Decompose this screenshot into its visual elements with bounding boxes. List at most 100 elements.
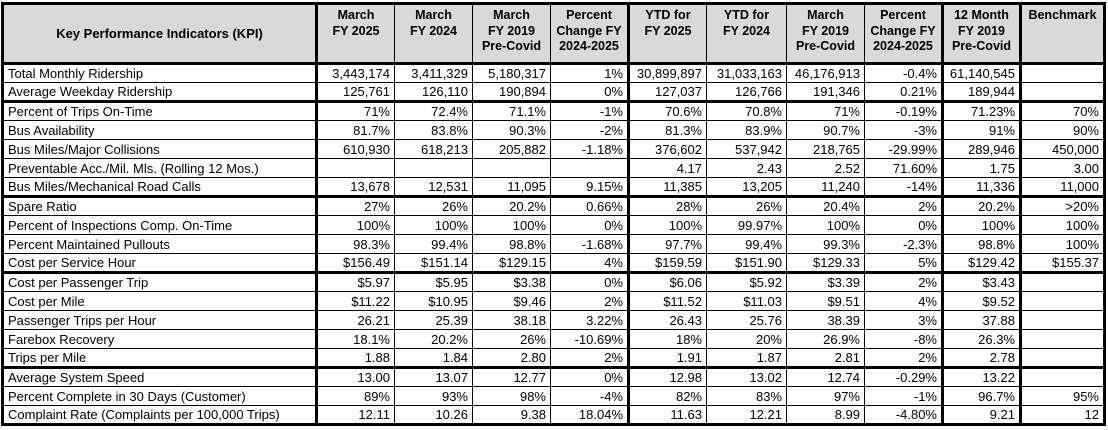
kpi-cell: 189,944 (941, 82, 1021, 103)
kpi-cell (1019, 291, 1105, 311)
kpi-cell: 1.88 (315, 348, 395, 369)
kpi-cell: 98.3% (315, 234, 395, 254)
kpi-cell (394, 158, 473, 178)
kpi-row-label: Farebox Recovery (2, 329, 317, 349)
table-row: Total Monthly Ridership 3,443,174 3,411,32… (2, 63, 1105, 83)
kpi-cell: $156.49 (315, 253, 395, 274)
kpi-cell: 4% (550, 253, 629, 274)
kpi-cell: 100% (1019, 234, 1105, 254)
kpi-cell: 100% (394, 215, 473, 235)
kpi-cell: $11.03 (706, 291, 787, 311)
kpi-cell: 5% (864, 253, 943, 274)
kpi-cell: 99.4% (394, 234, 473, 254)
kpi-cell: 27% (315, 196, 395, 216)
kpi-cell: 1% (550, 63, 629, 83)
kpi-cell: 13.07 (394, 367, 473, 387)
kpi-cell: 10.26 (394, 405, 473, 425)
kpi-cell: 5,180,317 (472, 63, 551, 83)
kpi-cell: 1.91 (627, 348, 707, 369)
kpi-cell: 4.17 (627, 158, 707, 178)
header-row: Key Performance Indicators (KPI) March FY… (2, 3, 1105, 65)
kpi-cell: 30,899,897 (627, 63, 707, 83)
table-row: Percent of Inspections Comp. On-Time 100%… (2, 215, 1105, 235)
kpi-cell: 126,766 (706, 82, 787, 103)
kpi-cell: 2.81 (786, 348, 865, 369)
kpi-cell: 28% (627, 196, 707, 216)
kpi-cell (1019, 63, 1105, 83)
kpi-cell: 90.3% (472, 120, 551, 140)
kpi-cell (1019, 329, 1105, 349)
kpi-cell: 218,765 (786, 139, 865, 159)
kpi-cell: -2.3% (864, 234, 943, 254)
kpi-cell: 26% (472, 329, 551, 349)
kpi-cell: 99.3% (786, 234, 865, 254)
kpi-cell (1019, 272, 1105, 292)
table-row: Percent Complete in 30 Days (Customer) 89… (2, 386, 1105, 406)
kpi-row-label: Bus Miles/Major Collisions (2, 139, 317, 159)
kpi-cell: 11,336 (941, 177, 1021, 198)
kpi-cell: 12.21 (706, 405, 787, 425)
kpi-cell: $3.43 (941, 272, 1021, 292)
kpi-cell: $5.95 (394, 272, 473, 292)
kpi-cell: 98.8% (941, 234, 1021, 254)
kpi-cell: 3.22% (550, 310, 629, 330)
kpi-cell: $9.52 (941, 291, 1021, 311)
kpi-cell: 4% (864, 291, 943, 311)
table-row: Complaint Rate (Complaints per 100,000 T… (2, 405, 1105, 425)
kpi-cell: 100% (941, 215, 1021, 235)
kpi-cell: -1.18% (550, 139, 629, 159)
kpi-cell: 26% (706, 196, 787, 216)
kpi-cell: -8% (864, 329, 943, 349)
table-row: Percent of Trips On-Time 71% 72.4% 71.1% -1%… (2, 101, 1105, 121)
kpi-cell: 127,037 (627, 82, 707, 103)
kpi-cell: 12,531 (394, 177, 473, 198)
kpi-cell: 537,942 (706, 139, 787, 159)
column-header: Benchmark (1019, 3, 1105, 65)
kpi-cell: -10.69% (550, 329, 629, 349)
kpi-cell: $151.14 (394, 253, 473, 274)
kpi-row-label: Percent of Inspections Comp. On-Time (2, 215, 317, 235)
kpi-cell: 11,000 (1019, 177, 1105, 198)
kpi-cell: 450,000 (1019, 139, 1105, 159)
kpi-cell: $159.59 (627, 253, 707, 274)
kpi-row-label: Cost per Service Hour (2, 253, 317, 274)
kpi-cell: 26.43 (627, 310, 707, 330)
kpi-cell: -4.80% (864, 405, 943, 425)
kpi-cell: 70.8% (706, 101, 787, 121)
kpi-cell: 98% (472, 386, 551, 406)
table-body: Total Monthly Ridership 3,443,174 3,411,32… (2, 63, 1105, 425)
kpi-cell: 0% (550, 367, 629, 387)
kpi-cell: 99.4% (706, 234, 787, 254)
kpi-cell: 0.66% (550, 196, 629, 216)
kpi-cell: 20.2% (941, 196, 1021, 216)
table-row: Percent Maintained Pullouts 98.3% 99.4% 98.… (2, 234, 1105, 254)
table-row: Average Weekday Ridership 125,761 126,110 1… (2, 82, 1105, 103)
kpi-cell: -0.4% (864, 63, 943, 83)
kpi-cell: 71.23% (941, 101, 1021, 121)
kpi-cell (1019, 310, 1105, 330)
kpi-cell: 2% (550, 348, 629, 369)
kpi-cell: $129.33 (786, 253, 865, 274)
kpi-cell: -1% (550, 101, 629, 121)
column-header: YTD for FY 2025 (627, 3, 707, 65)
table-row: Bus Availability 81.7% 83.8% 90.3% -2% 81.3% 8… (2, 120, 1105, 140)
kpi-cell: 20.2% (472, 196, 551, 216)
kpi-row-label: Percent Maintained Pullouts (2, 234, 317, 254)
kpi-cell: 126,110 (394, 82, 473, 103)
kpi-cell: 100% (627, 215, 707, 235)
kpi-cell: 11,095 (472, 177, 551, 198)
kpi-cell: 83% (706, 386, 787, 406)
kpi-cell: 125,761 (315, 82, 395, 103)
kpi-cell: 38.18 (472, 310, 551, 330)
kpi-row-label: Percent Complete in 30 Days (Customer) (2, 386, 317, 406)
kpi-cell: 89% (315, 386, 395, 406)
kpi-cell: 71.60% (864, 158, 943, 178)
table-row: Trips per Mile 1.88 1.84 2.80 2% 1.91 1.87 2.81… (2, 348, 1105, 369)
kpi-cell: 83.9% (706, 120, 787, 140)
column-header: YTD for FY 2024 (706, 3, 787, 65)
kpi-cell: 18% (627, 329, 707, 349)
kpi-cell: 11,385 (627, 177, 707, 198)
kpi-cell: 100% (1019, 215, 1105, 235)
kpi-cell: 13,678 (315, 177, 395, 198)
